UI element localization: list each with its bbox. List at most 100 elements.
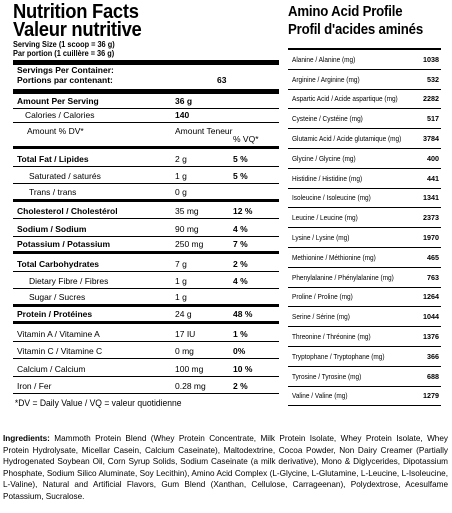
servings-row: Servings Per Container:: [13, 66, 279, 76]
amino-list: Alanine / Alanine (mg) 1038 Arginine / Arg…: [288, 50, 441, 407]
amino-row: Glycine / Glycine (mg) 400: [288, 149, 441, 169]
nutrient-amount: 2 g: [175, 153, 187, 164]
nutrient-amount: 1 g: [175, 276, 187, 286]
nutrient-name: Iron / Fer: [17, 381, 52, 391]
servings-label-fr: Portions par contenant:: [17, 75, 113, 86]
amino-row: Tryptophane / Tryptophane (mg) 366: [288, 347, 441, 367]
nutrient-pct: 48 %: [233, 309, 253, 319]
nutrient-amount: 100 mg: [175, 363, 204, 374]
divider: [13, 89, 279, 94]
amino-row: Glutamic Acid / Acide glutamique (mg) 378…: [288, 129, 441, 149]
amino-acid-panel: Amino Acid Profile Profil d'acides aminé…: [288, 3, 441, 407]
amino-row: Aspartic Acid / Acide aspartique (mg) 228…: [288, 90, 441, 110]
amino-name: Tyrosine / Tyrosine (mg): [292, 371, 362, 381]
nutrient-row: Vitamin C / Vitamine C 0 mg 0%: [13, 342, 279, 359]
amount-teneur: Amount Teneur: [175, 126, 233, 136]
amino-row: Cysteine / Cystéine (mg) 517: [288, 109, 441, 130]
nutrient-pct: 7 %: [233, 239, 248, 249]
nutrient-pct: 1 %: [233, 328, 248, 339]
nutrient-name: Protein / Protéines: [17, 309, 93, 319]
amino-title-en: Amino Acid Profile: [288, 3, 403, 20]
dv-header-row: Amount % DV* Amount Teneur % VQ*: [13, 123, 279, 149]
amino-name: Lysine / Lysine (mg): [292, 233, 350, 243]
amino-name: Proline / Proline (mg): [292, 292, 353, 302]
amino-name: Aspartic Acid / Acide aspartique (mg): [292, 94, 398, 104]
nutrient-name: Potassium / Potassium: [17, 239, 111, 249]
nutrient-row: Calcium / Calcium 100 mg 10 %: [13, 359, 279, 377]
amino-name: Histidine / Histidine (mg): [292, 173, 363, 183]
nutrient-amount: 24 g: [175, 309, 192, 319]
nutrient-name: Total Fat / Lipides: [17, 153, 89, 164]
footnote: *DV = Daily Value / VQ = valeur quotidie…: [14, 398, 182, 408]
nutrition-facts-panel: Nutrition Facts Valeur nutritive Serving…: [13, 1, 279, 408]
amino-value: 1044: [423, 312, 439, 322]
ingredients-label: Ingredients:: [3, 434, 50, 443]
amino-name: Cysteine / Cystéine (mg): [292, 114, 363, 124]
nutrient-row: Vitamin A / Vitamine A 17 IU 1 %: [13, 324, 279, 342]
amino-value: 763: [427, 272, 439, 282]
ingredients: Ingredients: Mammoth Protein Blend (Whey…: [3, 433, 448, 503]
serving-size-fr: Par portion (1 cuillère = 36 g): [13, 49, 115, 59]
nutrient-amount: 0.28 mg: [175, 381, 206, 391]
amino-name: Glycine / Glycine (mg): [292, 153, 356, 163]
calories-row: Calories / Calories 140: [13, 109, 279, 123]
nutrient-pct: 5 %: [233, 171, 248, 181]
nutrient-row: Iron / Fer 0.28 mg 2 %: [13, 377, 279, 394]
servings-label: Servings Per Container:: [17, 65, 114, 76]
amino-row: Leucine / Leucine (mg) 2373: [288, 208, 441, 229]
nutrient-pct: 4 %: [233, 276, 248, 286]
nutrient-pct: 2 %: [233, 381, 248, 391]
amino-row: Alanine / Alanine (mg) 1038: [288, 50, 441, 70]
nutrition-title-fr: Valeur nutritive: [13, 19, 142, 41]
amount-value: 36 g: [175, 96, 193, 106]
nutrient-pct: 12 %: [233, 206, 253, 216]
nutrient-name: Sugar / Sucres: [29, 291, 86, 302]
amino-value: 517: [427, 114, 439, 124]
amino-value: 1341: [423, 193, 439, 203]
amino-row: Arginine / Arginine (mg) 532: [288, 70, 441, 90]
amino-value: 532: [427, 74, 439, 84]
nutrient-amount: 7 g: [175, 258, 187, 269]
nutrient-pct: 2 %: [233, 258, 248, 269]
amino-row: Serine / Sérine (mg) 1044: [288, 307, 441, 328]
nutrient-name: Sodium / Sodium: [17, 223, 87, 234]
amino-value: 1376: [423, 332, 439, 342]
nutrient-row: Saturated / saturés 1 g 5 %: [13, 167, 279, 184]
amino-row: Methionine / Méthionine (mg) 465: [288, 248, 441, 268]
nutrient-amount: 35 mg: [175, 206, 199, 216]
amino-name: Leucine / Leucine (mg): [292, 213, 358, 223]
amino-title-fr: Profil d'acides aminés: [288, 21, 423, 38]
amino-value: 1279: [423, 391, 439, 401]
nutrient-amount: 0 g: [175, 186, 187, 197]
amino-name: Methionine / Méthionine (mg): [292, 252, 376, 262]
nutrition-title-en: Nutrition Facts: [13, 1, 139, 23]
nutrient-amount: 90 mg: [175, 223, 199, 234]
amino-name: Isoleucine / Isoleucine (mg): [292, 193, 371, 203]
divider: [288, 48, 441, 50]
amino-row: Lysine / Lysine (mg) 1970: [288, 228, 441, 248]
amino-name: Glutamic Acid / Acide glutamique (mg): [292, 134, 402, 144]
nutrient-pct: 0%: [233, 346, 246, 356]
amino-name: Serine / Sérine (mg): [292, 312, 350, 322]
amino-value: 1970: [423, 233, 439, 243]
amino-value: 1264: [423, 292, 439, 302]
amino-row: Tyrosine / Tyrosine (mg) 688: [288, 367, 441, 387]
amino-row: Proline / Proline (mg) 1264: [288, 288, 441, 308]
calories-value: 140: [175, 110, 190, 120]
nutrient-pct: 10 %: [233, 363, 253, 374]
nutrient-row: Sugar / Sucres 1 g: [13, 289, 279, 307]
amino-name: Valine / Valine (mg): [292, 391, 348, 401]
amino-value: 688: [427, 371, 439, 381]
serving-size: Serving Size (1 scoop = 36 g): [13, 40, 115, 49]
nutrient-name: Vitamin A / Vitamine A: [17, 328, 100, 339]
nutrient-name: Cholesterol / Cholestérol: [17, 206, 118, 216]
amino-value: 441: [427, 173, 439, 183]
amino-value: 1038: [423, 54, 439, 64]
nutrient-pct: 5 %: [233, 153, 248, 164]
amino-value: 400: [427, 153, 439, 163]
nutrient-row: Cholesterol / Cholestérol 35 mg 12 %: [13, 202, 279, 219]
amino-name: Phenylalanine / Phénylalanine (mg): [292, 272, 394, 282]
nutrient-row: Sodium / Sodium 90 mg 4 %: [13, 219, 279, 237]
amino-row: Valine / Valine (mg) 1279: [288, 387, 441, 407]
nutrient-amount: 1 g: [175, 171, 187, 181]
